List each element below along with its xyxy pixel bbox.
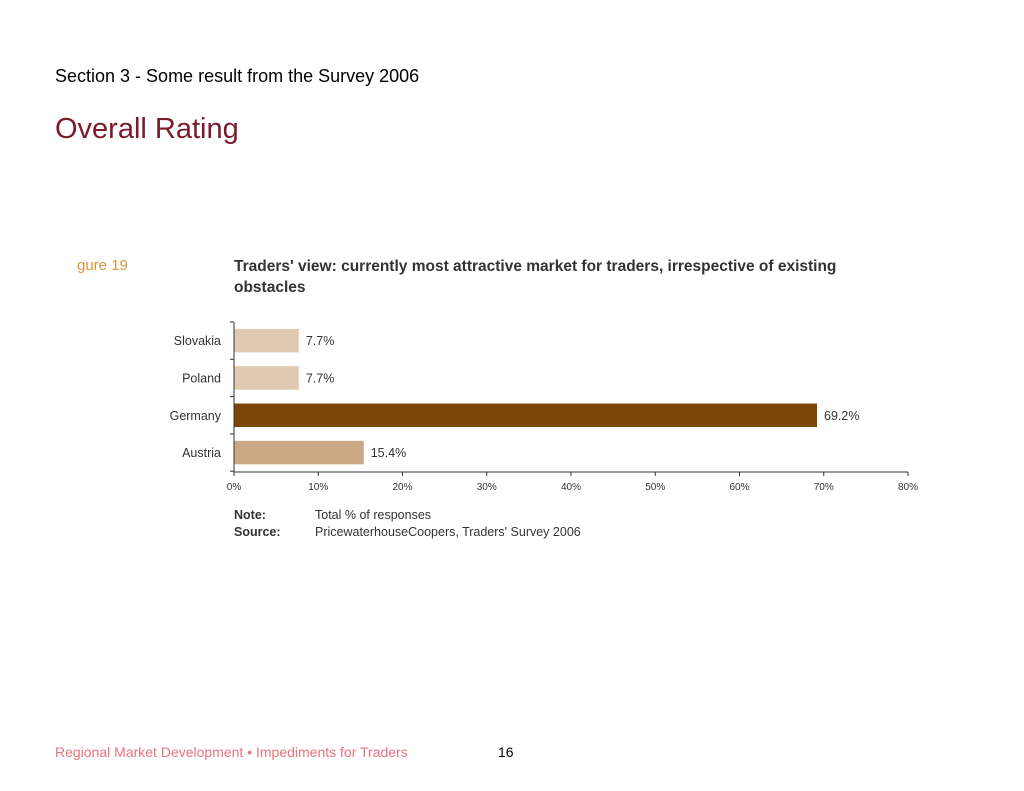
bar-slovakia <box>234 328 299 353</box>
slide-title: Overall Rating <box>55 113 239 145</box>
x-tick-label: 0% <box>227 482 242 493</box>
x-tick-label: 70% <box>814 482 834 493</box>
category-label-slovakia: Slovakia <box>174 334 221 348</box>
figure-label: gure 19 <box>77 257 128 274</box>
source-key: Source: <box>234 525 281 539</box>
x-tick-label: 40% <box>561 482 581 493</box>
x-tick-label: 30% <box>477 482 497 493</box>
category-label-poland: Poland <box>182 371 221 385</box>
footer-text: Regional Market Development • Impediment… <box>55 744 408 760</box>
bar-germany <box>234 403 818 427</box>
source-value: PricewaterhouseCoopers, Traders' Survey … <box>315 525 581 539</box>
category-label-germany: Germany <box>170 409 222 423</box>
section-title: Section 3 - Some result from the Survey … <box>55 66 420 86</box>
x-tick-label: 10% <box>308 482 328 493</box>
chart-title: Traders' view: currently most attractive… <box>234 258 837 296</box>
x-tick-label: 50% <box>645 482 665 493</box>
bar-poland <box>234 366 299 390</box>
note-value: Total % of responses <box>315 508 432 522</box>
category-label-austria: Austria <box>182 446 221 460</box>
x-tick-label: 80% <box>898 482 918 493</box>
value-label-poland: 7.7% <box>306 371 335 385</box>
value-label-austria: 15.4% <box>371 446 406 460</box>
value-label-slovakia: 7.7% <box>306 334 335 348</box>
note-key: Note: <box>234 508 266 522</box>
x-tick-label: 60% <box>729 482 749 493</box>
x-tick-label: 20% <box>392 482 412 493</box>
value-label-germany: 69.2% <box>824 409 859 423</box>
bar-austria <box>234 440 364 465</box>
page-number: 16 <box>498 744 514 760</box>
